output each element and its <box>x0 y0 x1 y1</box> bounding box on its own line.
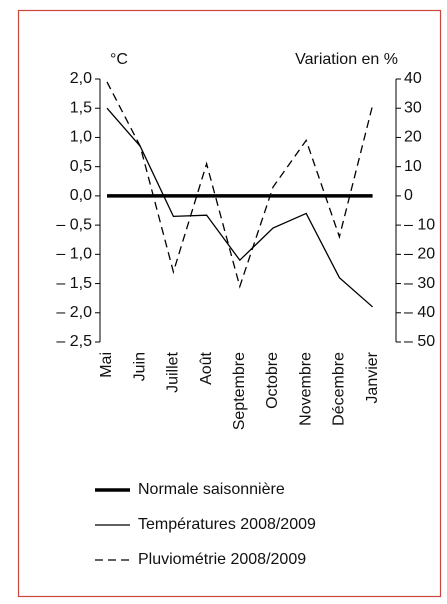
legend-label: Normale saisonnière <box>138 481 285 498</box>
y2-tick-label: 30 <box>404 99 422 116</box>
y-tick-label: – 1,0 <box>56 246 92 263</box>
y2-tick-label: 20 <box>404 129 422 146</box>
frame <box>17 9 442 598</box>
y-tick-label: 1,0 <box>70 129 92 146</box>
series-line <box>106 107 374 308</box>
x-tick-label: Janvier <box>364 351 381 403</box>
x-tick-label: Août <box>198 351 215 384</box>
x-tick-label: Octobre <box>264 352 281 409</box>
x-tick-label: Novembre <box>297 352 314 426</box>
y-tick-label: 2,0 <box>70 70 92 87</box>
x-tick-label: Mai <box>98 352 115 378</box>
y-tick-label: – 0,5 <box>56 216 92 233</box>
y2-tick-label: – 10 <box>404 216 435 233</box>
y-tick-label: – 2,0 <box>56 304 92 321</box>
series-line <box>106 81 374 289</box>
y2-axis-label: Variation en % <box>295 51 398 68</box>
y2-tick-label: 10 <box>404 158 422 175</box>
y-tick-label: – 2,5 <box>56 333 92 350</box>
x-tick-label: Juin <box>131 352 148 381</box>
y-axis-label: °C <box>110 51 128 68</box>
y-tick-label: 1,5 <box>70 99 92 116</box>
legend-label: Températures 2008/2009 <box>138 516 316 533</box>
y2-tick-label: – 40 <box>404 304 435 321</box>
x-tick-label: Septembre <box>231 352 248 430</box>
y-tick-label: 0,5 <box>70 158 92 175</box>
y2-tick-label: – 50 <box>404 333 435 350</box>
legend-label: Pluviométrie 2008/2009 <box>138 551 306 568</box>
y-tick-label: – 1,5 <box>56 275 92 292</box>
y2-tick-label: 0 <box>404 187 413 204</box>
x-tick-label: Décembre <box>331 352 348 426</box>
x-tick-label: Juillet <box>165 351 182 392</box>
y-tick-label: 0,0 <box>70 187 92 204</box>
y2-tick-label: – 30 <box>404 275 435 292</box>
y2-tick-label: 40 <box>404 70 422 87</box>
y2-tick-label: – 20 <box>404 246 435 263</box>
